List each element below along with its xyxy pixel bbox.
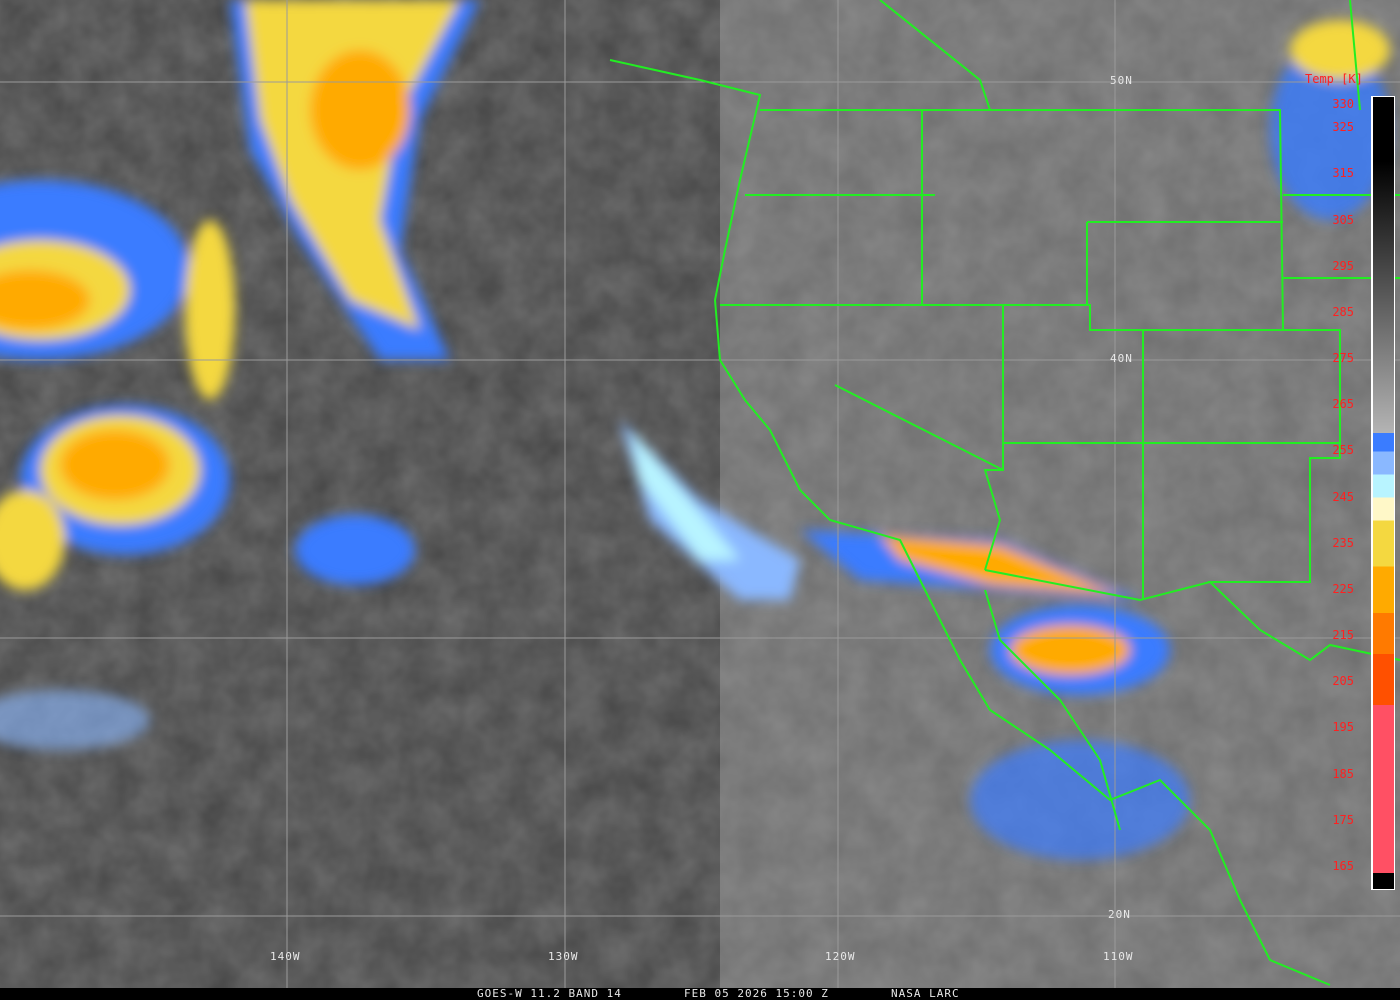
lon-label-130w: 130W bbox=[548, 950, 579, 963]
colorbar-tick-215: 215 bbox=[1332, 628, 1354, 643]
caption-source: NASA LARC bbox=[891, 987, 960, 1000]
colorbar-tick-255: 255 bbox=[1332, 443, 1354, 458]
colorbar-tick-165: 165 bbox=[1332, 858, 1354, 873]
colorbar-tick-275: 275 bbox=[1332, 351, 1354, 366]
colorbar-tick-265: 265 bbox=[1332, 397, 1354, 412]
lat-label-50n: 50N bbox=[1110, 74, 1133, 87]
lat-label-20n: 20N bbox=[1108, 908, 1131, 921]
caption-datetime: FEB 05 2026 15:00 Z bbox=[684, 987, 829, 1000]
colorbar-tick-305: 305 bbox=[1332, 212, 1354, 227]
colorbar-title: Temp [K] bbox=[1305, 72, 1363, 86]
colorbar-tick-205: 205 bbox=[1332, 674, 1354, 689]
colorbar-tick-295: 295 bbox=[1332, 258, 1354, 273]
caption-bar: GOES-W 11.2 BAND 14 FEB 05 2026 15:00 Z … bbox=[0, 988, 1400, 1000]
colorbar-tick-235: 235 bbox=[1332, 535, 1354, 550]
coastlines-and-borders bbox=[609, 0, 1400, 986]
temperature-colorbar bbox=[1371, 96, 1395, 890]
colorbar-tick-315: 315 bbox=[1332, 166, 1354, 181]
colorbar-tick-185: 185 bbox=[1332, 766, 1354, 781]
lon-label-120w: 120W bbox=[825, 950, 856, 963]
colorbar-tick-175: 175 bbox=[1332, 812, 1354, 827]
cloud-features bbox=[0, 0, 1390, 860]
colorbar-tick-330: 330 bbox=[1332, 97, 1354, 112]
colorbar-tick-245: 245 bbox=[1332, 489, 1354, 504]
colorbar-tick-285: 285 bbox=[1332, 304, 1354, 319]
colorbar-tick-225: 225 bbox=[1332, 581, 1354, 596]
caption-satellite: GOES-W 11.2 BAND 14 bbox=[477, 987, 622, 1000]
colorbar-tick-195: 195 bbox=[1332, 720, 1354, 735]
colorbar-tick-325: 325 bbox=[1332, 120, 1354, 135]
lat-label-40n: 40N bbox=[1110, 352, 1133, 365]
lon-label-110w: 110W bbox=[1103, 950, 1134, 963]
lon-label-140w: 140W bbox=[270, 950, 301, 963]
